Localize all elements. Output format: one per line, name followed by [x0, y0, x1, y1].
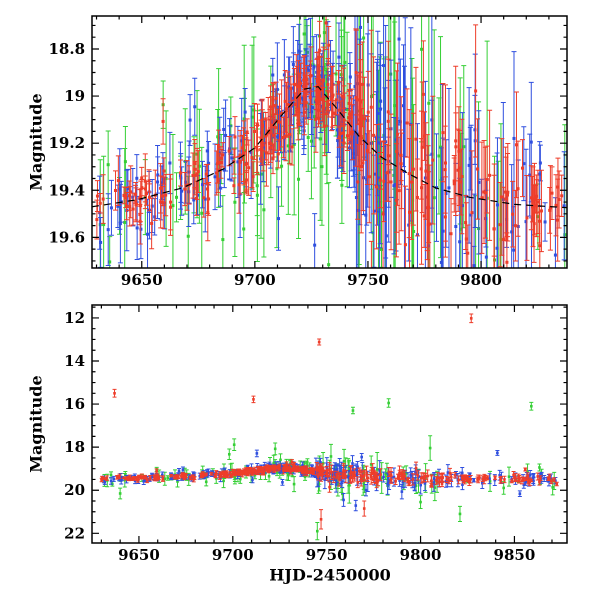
y-axis-label-bottom: Magnitude: [26, 375, 46, 473]
x-axis-label: HJD-2450000: [269, 565, 391, 585]
y-axis-label-top: Magnitude: [26, 93, 46, 191]
